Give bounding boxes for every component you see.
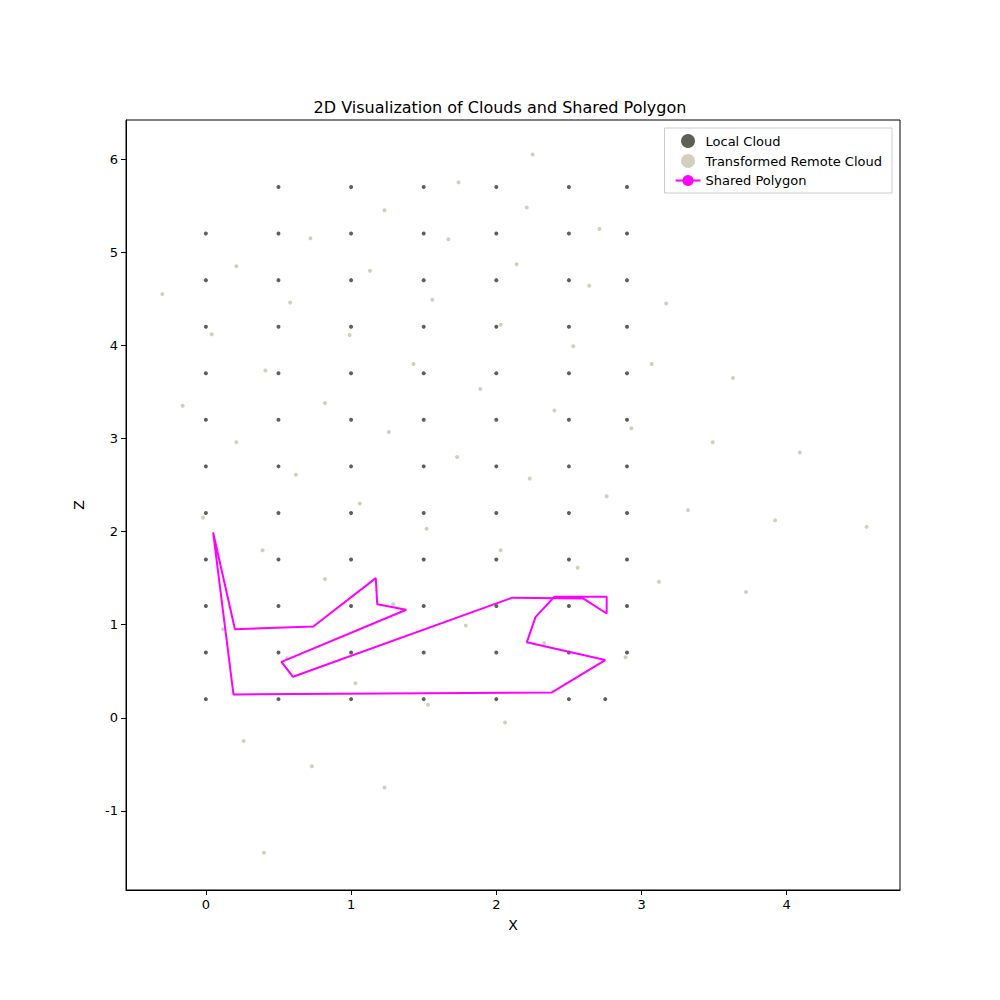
svg-text:3: 3 [110,431,118,446]
svg-text:X: X [508,917,518,933]
svg-text:4: 4 [110,338,118,353]
svg-text:4: 4 [783,897,791,912]
svg-text:5: 5 [110,245,118,260]
svg-text:1: 1 [110,617,118,632]
svg-text:2: 2 [110,524,118,539]
svg-text:6: 6 [110,152,118,167]
svg-text:2D Visualization of Clouds and: 2D Visualization of Clouds and Shared Po… [314,98,687,117]
svg-text:1: 1 [347,897,355,912]
svg-text:Transformed Remote Cloud: Transformed Remote Cloud [705,154,882,169]
svg-text:0: 0 [110,710,118,725]
svg-text:2: 2 [492,897,500,912]
svg-text:-1: -1 [105,803,118,818]
svg-text:3: 3 [637,897,645,912]
svg-text:Z: Z [71,500,87,510]
svg-text:Local Cloud: Local Cloud [706,134,781,149]
svg-text:0: 0 [202,897,210,912]
svg-text:Shared Polygon: Shared Polygon [706,173,807,188]
